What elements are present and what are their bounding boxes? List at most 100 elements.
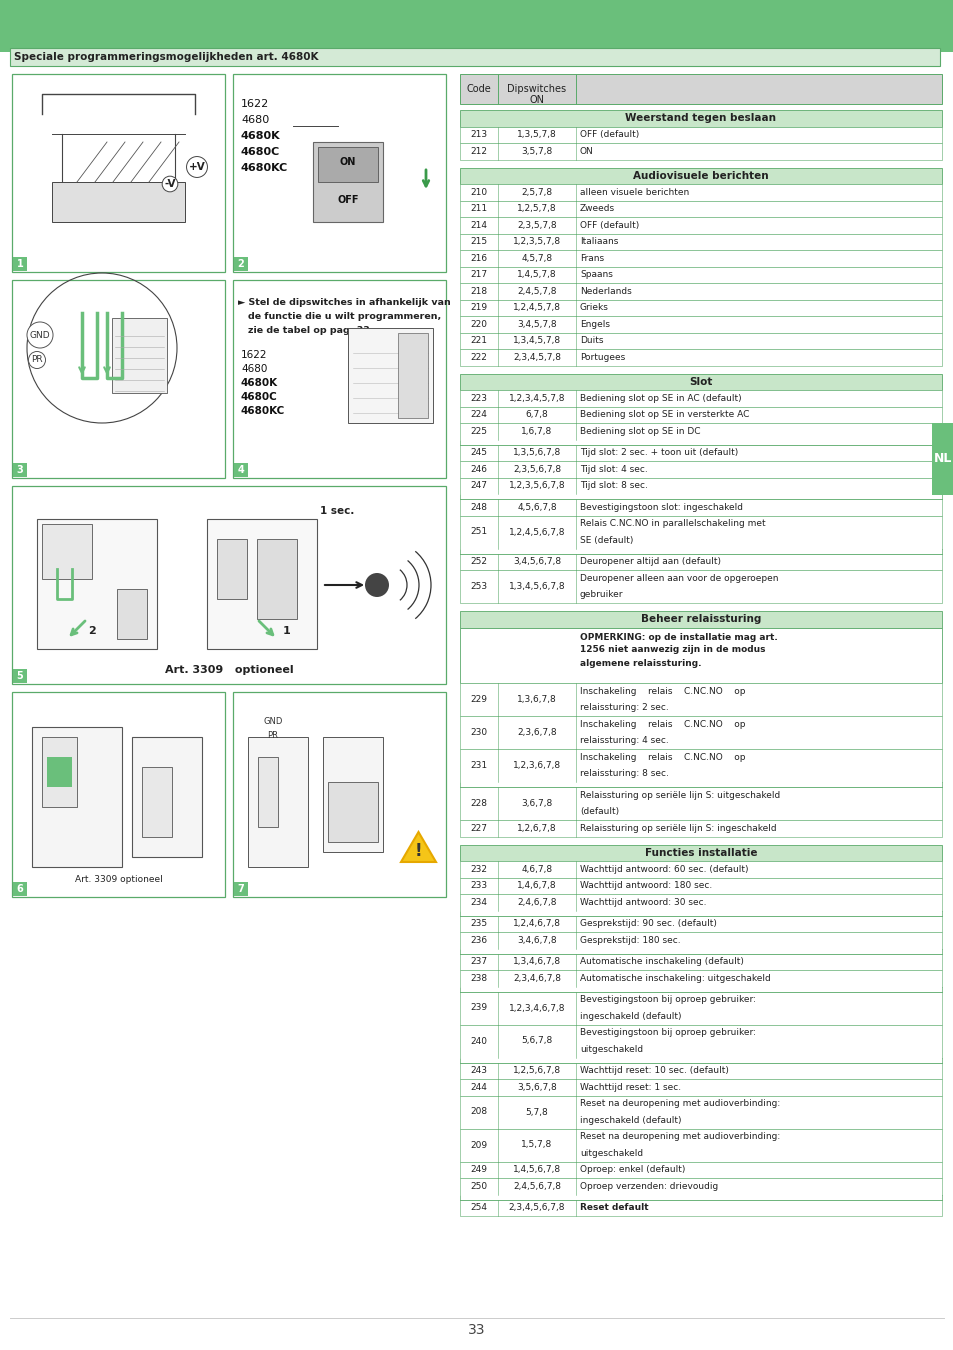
Text: 1,4,5,7,8: 1,4,5,7,8 bbox=[517, 270, 557, 279]
Bar bbox=[459, 444, 941, 460]
Text: Tijd slot: 4 sec.: Tijd slot: 4 sec. bbox=[579, 464, 647, 474]
Bar bbox=[42, 524, 91, 579]
Text: 2,5,7,8: 2,5,7,8 bbox=[521, 188, 552, 197]
Text: 1,3,4,5,7,8: 1,3,4,5,7,8 bbox=[513, 336, 560, 346]
Bar bbox=[257, 757, 277, 828]
Text: 229: 229 bbox=[470, 695, 487, 703]
Text: Automatische inschakeling (default): Automatische inschakeling (default) bbox=[579, 957, 743, 967]
Text: 5: 5 bbox=[16, 671, 24, 680]
Text: 218: 218 bbox=[470, 286, 487, 296]
Bar bbox=[459, 894, 941, 910]
Text: 1,2,3,4,5,7,8: 1,2,3,4,5,7,8 bbox=[508, 394, 565, 402]
Bar bbox=[459, 548, 941, 554]
Text: 216: 216 bbox=[470, 254, 487, 263]
Text: 2,4,5,6,7,8: 2,4,5,6,7,8 bbox=[513, 1181, 560, 1191]
Bar bbox=[459, 109, 941, 127]
Text: Code: Code bbox=[466, 84, 491, 95]
Text: Dipswitches: Dipswitches bbox=[507, 84, 566, 95]
Text: 3,4,5,7,8: 3,4,5,7,8 bbox=[517, 320, 557, 329]
Bar bbox=[459, 74, 941, 104]
Text: 1,2,3,4,6,7,8: 1,2,3,4,6,7,8 bbox=[508, 1003, 565, 1012]
Text: 217: 217 bbox=[470, 270, 487, 279]
Text: 6,7,8: 6,7,8 bbox=[525, 410, 548, 420]
Bar bbox=[459, 570, 941, 603]
Text: 2,3,6,7,8: 2,3,6,7,8 bbox=[517, 728, 557, 737]
Text: uitgeschakeld: uitgeschakeld bbox=[579, 1045, 642, 1054]
Bar bbox=[459, 861, 941, 878]
Text: 228: 228 bbox=[470, 799, 487, 809]
Bar bbox=[459, 494, 941, 499]
Bar bbox=[112, 319, 167, 393]
Text: Reset na deuropening met audioverbinding:: Reset na deuropening met audioverbinding… bbox=[579, 1133, 780, 1141]
Bar bbox=[459, 478, 941, 494]
Bar bbox=[459, 440, 941, 444]
Circle shape bbox=[365, 572, 389, 597]
Bar bbox=[13, 670, 27, 683]
Text: 251: 251 bbox=[470, 528, 487, 536]
Text: 1,2,6,7,8: 1,2,6,7,8 bbox=[517, 824, 557, 833]
Text: 33: 33 bbox=[468, 1323, 485, 1336]
Text: SE (default): SE (default) bbox=[579, 536, 633, 545]
Bar bbox=[459, 127, 941, 143]
Text: Portugees: Portugees bbox=[579, 352, 624, 362]
Text: 1,4,6,7,8: 1,4,6,7,8 bbox=[517, 882, 557, 890]
Text: Audiovisuele berichten: Audiovisuele berichten bbox=[633, 170, 768, 181]
Text: NL: NL bbox=[933, 452, 951, 466]
Bar bbox=[459, 845, 941, 861]
Text: 232: 232 bbox=[470, 865, 487, 873]
Text: 7: 7 bbox=[237, 884, 244, 894]
Text: 212: 212 bbox=[470, 147, 487, 155]
Text: Functies installatie: Functies installatie bbox=[644, 848, 757, 857]
Text: 1,3,5,6,7,8: 1,3,5,6,7,8 bbox=[513, 448, 560, 458]
Bar bbox=[52, 182, 185, 221]
Text: Italiaans: Italiaans bbox=[579, 238, 618, 246]
Bar bbox=[459, 217, 941, 234]
Text: Duits: Duits bbox=[579, 336, 603, 346]
Bar bbox=[459, 350, 941, 366]
Bar bbox=[323, 737, 382, 852]
Text: 1622: 1622 bbox=[241, 99, 269, 109]
Bar bbox=[459, 316, 941, 332]
Text: 213: 213 bbox=[470, 130, 487, 139]
Text: relaissturing: 4 sec.: relaissturing: 4 sec. bbox=[579, 736, 668, 745]
Bar bbox=[12, 279, 225, 478]
Bar bbox=[459, 300, 941, 316]
Text: ON: ON bbox=[339, 157, 355, 167]
Text: Oproep: enkel (default): Oproep: enkel (default) bbox=[579, 1165, 684, 1174]
Text: 215: 215 bbox=[470, 238, 487, 246]
Text: Gesprekstijd: 90 sec. (default): Gesprekstijd: 90 sec. (default) bbox=[579, 919, 716, 929]
Text: 209: 209 bbox=[470, 1141, 487, 1149]
Bar bbox=[256, 539, 296, 620]
Text: 4,5,6,7,8: 4,5,6,7,8 bbox=[517, 502, 557, 512]
Text: 221: 221 bbox=[470, 336, 487, 346]
Bar bbox=[459, 716, 941, 749]
Bar bbox=[459, 1161, 941, 1179]
Text: ingeschakeld (default): ingeschakeld (default) bbox=[579, 1115, 680, 1125]
Text: Bediening slot op SE in AC (default): Bediening slot op SE in AC (default) bbox=[579, 394, 740, 402]
Bar bbox=[459, 201, 941, 217]
Text: 6: 6 bbox=[16, 884, 24, 894]
Text: 2: 2 bbox=[237, 259, 244, 269]
Bar bbox=[459, 500, 941, 516]
Text: Inschakeling    relais    C.NC.NO    op: Inschakeling relais C.NC.NO op bbox=[579, 753, 744, 761]
Text: ► Stel de dipswitches in afhankelijk van: ► Stel de dipswitches in afhankelijk van bbox=[237, 298, 450, 306]
Text: Reset default: Reset default bbox=[579, 1203, 648, 1212]
Text: Bevestigingstoon slot: ingeschakeld: Bevestigingstoon slot: ingeschakeld bbox=[579, 502, 742, 512]
Text: 239: 239 bbox=[470, 1003, 487, 1012]
Text: 249: 249 bbox=[470, 1165, 487, 1174]
Bar bbox=[459, 878, 941, 894]
Bar bbox=[459, 1200, 941, 1216]
Bar bbox=[47, 757, 71, 787]
Text: 244: 244 bbox=[470, 1083, 487, 1092]
Bar bbox=[931, 423, 953, 495]
Text: 1,4,5,6,7,8: 1,4,5,6,7,8 bbox=[513, 1165, 560, 1174]
Text: 222: 222 bbox=[470, 352, 487, 362]
Text: 1: 1 bbox=[283, 626, 291, 636]
Text: 227: 227 bbox=[470, 824, 487, 833]
Bar bbox=[459, 460, 941, 478]
Text: 250: 250 bbox=[470, 1181, 487, 1191]
Text: ON: ON bbox=[529, 95, 544, 105]
Bar bbox=[233, 256, 248, 271]
Text: GND: GND bbox=[263, 717, 282, 726]
Text: 252: 252 bbox=[470, 558, 487, 566]
